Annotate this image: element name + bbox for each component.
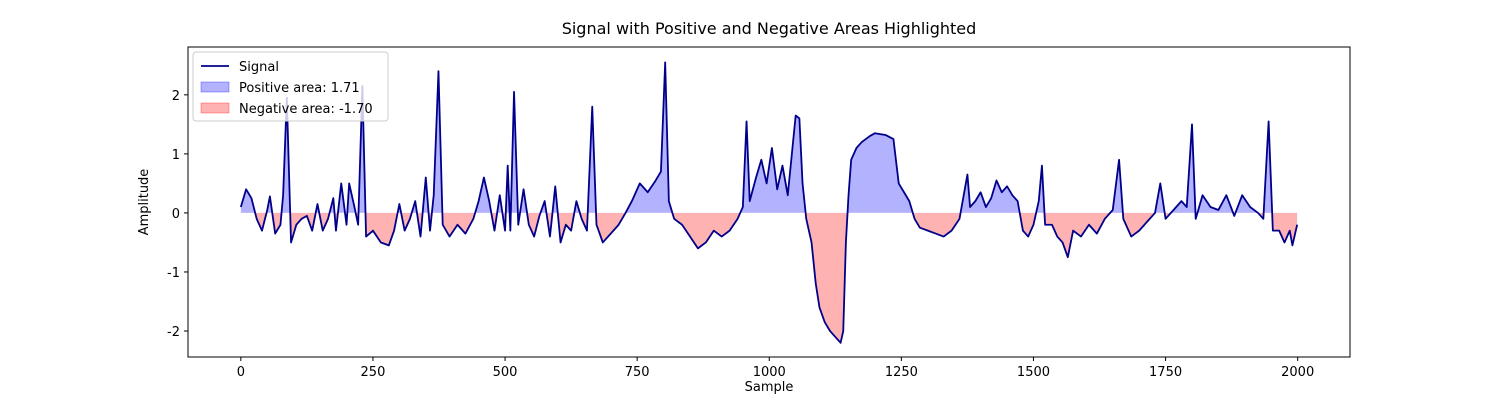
y-axis-label: Amplitude <box>137 169 152 236</box>
y-tick-label: 1 <box>172 148 180 163</box>
legend-swatch <box>200 102 230 114</box>
legend-label: Signal <box>239 60 279 75</box>
x-tick-label: 1500 <box>1017 365 1050 380</box>
x-tick-label: 250 <box>361 365 386 380</box>
chart-title: Signal with Positive and Negative Areas … <box>562 19 977 38</box>
y-tick-label: -2 <box>167 325 180 340</box>
legend-box <box>192 51 389 122</box>
legend: Signal Positive area: 1.71 Negative area: … <box>192 51 389 122</box>
x-tick-label: 1250 <box>885 365 918 380</box>
legend-label: Negative area: -1.70 <box>239 102 373 117</box>
x-axis-label: Sample <box>745 380 794 395</box>
y-tick-label: 0 <box>172 207 180 222</box>
x-tick-label: 750 <box>625 365 650 380</box>
y-tick-label: -1 <box>167 266 180 281</box>
x-tick-label: 2000 <box>1281 365 1314 380</box>
x-tick-label: 0 <box>237 365 245 380</box>
plot-area: 0 250 500 750 1000 1250 1500 1750 2000 -2 -1 0 1 2 Sig… <box>167 46 1351 380</box>
x-tick-label: 500 <box>493 365 518 380</box>
x-tick-label: 1750 <box>1149 365 1182 380</box>
area-fill <box>240 62 1273 213</box>
signal-line <box>239 61 1299 344</box>
legend-swatch <box>200 81 230 93</box>
y-tick-label: 2 <box>172 89 180 104</box>
x-tick-label: 1000 <box>753 365 786 380</box>
legend-label: Positive area: 1.71 <box>239 81 360 96</box>
